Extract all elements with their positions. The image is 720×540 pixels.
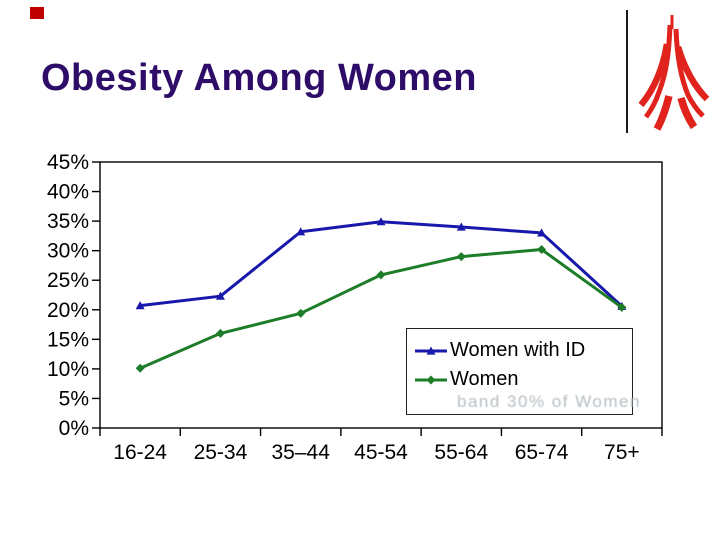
svg-text:20%: 20% bbox=[47, 299, 89, 322]
svg-text:35–44: 35–44 bbox=[272, 441, 331, 464]
legend-ghost-watermark: band 30% of Women bbox=[457, 392, 641, 411]
legend-label-women: Women bbox=[450, 368, 519, 390]
svg-text:55-64: 55-64 bbox=[434, 441, 488, 464]
legend-line-women-icon bbox=[415, 375, 447, 384]
svg-text:40%: 40% bbox=[47, 181, 89, 204]
svg-text:35%: 35% bbox=[47, 210, 89, 233]
legend-item-women-with-id: Women with ID bbox=[414, 336, 632, 365]
svg-text:65-74: 65-74 bbox=[515, 441, 569, 464]
header-divider bbox=[626, 10, 628, 133]
red-corner-mark bbox=[30, 7, 44, 19]
legend-label-women-with-id: Women with ID bbox=[450, 339, 586, 361]
svg-text:75+: 75+ bbox=[604, 441, 640, 464]
svg-text:45-54: 45-54 bbox=[354, 441, 408, 464]
chart-legend: Women with ID Women band 30% of Women bbox=[406, 328, 639, 415]
svg-text:25-34: 25-34 bbox=[194, 441, 248, 464]
svg-text:30%: 30% bbox=[47, 240, 89, 263]
svg-text:10%: 10% bbox=[47, 358, 89, 381]
legend-item-women: Women bbox=[414, 365, 632, 394]
svg-text:15%: 15% bbox=[47, 328, 89, 351]
svg-text:45%: 45% bbox=[47, 151, 89, 174]
svg-text:5%: 5% bbox=[59, 387, 89, 410]
svg-text:0%: 0% bbox=[59, 417, 89, 440]
legend-line-women-with-id-icon bbox=[415, 346, 447, 355]
svg-text:16-24: 16-24 bbox=[113, 441, 167, 464]
svg-text:25%: 25% bbox=[47, 269, 89, 292]
flame-logo-icon bbox=[638, 15, 710, 131]
slide-title: Obesity Among Women bbox=[41, 57, 477, 99]
